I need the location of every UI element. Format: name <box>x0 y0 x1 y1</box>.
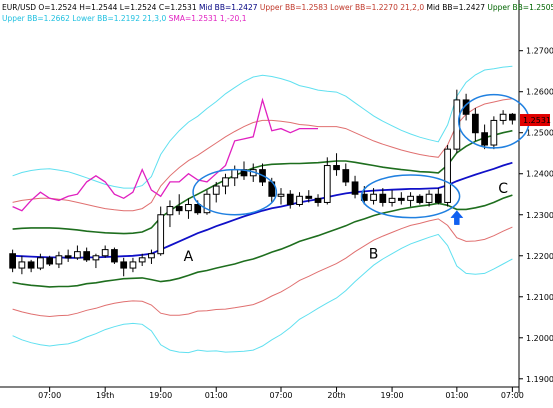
annotation-label: C <box>498 181 508 197</box>
header-line-1-item: 21,2,0 <box>398 3 424 12</box>
candle-body <box>286 193 294 206</box>
candle-body <box>194 204 202 214</box>
candle-body <box>148 253 155 259</box>
annotation-label: B <box>369 247 379 263</box>
candle-body <box>388 197 396 203</box>
candle-body <box>37 257 44 269</box>
candle-body <box>425 193 433 203</box>
header-line-2-item: 21,3,0 <box>140 14 166 23</box>
candle-body <box>101 249 109 257</box>
header-line-1-item: EUR/USD O=1.2524 H=1.2544 L=1.2524 C=1.2… <box>2 3 197 12</box>
candle-body <box>351 181 359 195</box>
annotation-circle <box>192 168 278 216</box>
candle-body <box>444 148 451 203</box>
y-tick-label: 1.2600 <box>526 88 553 97</box>
y-tick-label: 1.2400 <box>526 170 553 179</box>
last-price-marker <box>520 114 550 127</box>
candle-body <box>471 113 479 134</box>
candle-body <box>333 165 340 171</box>
x-tick-label: 20th <box>327 391 345 400</box>
candle-body <box>277 193 285 197</box>
candle-body <box>416 195 424 203</box>
candle-body <box>175 206 183 212</box>
header-line-1-item: Mid BB=1.2427 <box>424 3 485 12</box>
x-tick-label: 07:00 <box>269 391 292 400</box>
candle-body <box>166 206 174 216</box>
header-line-2: Upper BB=1.2662 Lower BB=1.2192 21,3,0 S… <box>2 14 247 23</box>
x-tick-label: 07:00 <box>38 391 61 400</box>
header-line-1-item: Mid BB=1.2427 <box>197 3 258 12</box>
candle-body <box>296 195 303 206</box>
candle-body <box>138 257 146 263</box>
bb3-line-upper <box>12 65 513 189</box>
y-tick-label: 1.2300 <box>526 211 553 220</box>
candle-body <box>379 193 387 203</box>
candle-body <box>83 251 91 261</box>
y-tick-label: 1.2500 <box>526 129 553 138</box>
candle-body <box>55 255 63 265</box>
header-line-1-item: Lower BB=1.2270 <box>328 3 398 12</box>
bb2-line-lower <box>12 218 513 318</box>
y-tick-label: 1.2200 <box>526 252 553 261</box>
candle-body <box>434 193 442 203</box>
candle-body <box>185 204 192 212</box>
candle-body <box>18 261 26 269</box>
candle-body <box>323 165 331 203</box>
candle-body <box>27 261 35 269</box>
header-line-2-item: SMA=1.2531 <box>166 14 218 23</box>
candle-body <box>305 195 313 199</box>
bb2-line-upper <box>12 98 513 212</box>
candle-body <box>203 193 211 214</box>
header-line-2-item: Lower BB=1.2192 <box>70 14 140 23</box>
last-price-label: 1.2531 <box>523 116 551 125</box>
candle-body <box>46 257 54 265</box>
header-line-2-item: Upper BB=1.2662 <box>2 14 70 23</box>
candle-body <box>314 197 322 203</box>
candle-body <box>509 113 516 121</box>
y-tick-label: 1.2100 <box>526 293 553 302</box>
candle-body <box>157 214 165 255</box>
sma-line <box>12 97 318 212</box>
x-tick-label: 01:00 <box>445 391 468 400</box>
y-tick-label: 1.1900 <box>526 375 553 384</box>
header-line-2-item: 1,-20,1 <box>218 14 247 23</box>
x-tick-label: 19th <box>96 391 114 400</box>
annotation-circle <box>360 174 461 219</box>
candle-body <box>92 255 100 261</box>
x-tick-label: 07:00 <box>501 391 524 400</box>
candle-body <box>9 253 16 269</box>
candle-body <box>453 99 461 150</box>
candle-body <box>370 193 377 201</box>
candle-body <box>407 195 414 201</box>
bb3-line-lower <box>12 233 513 354</box>
annotation-label: A <box>184 249 194 265</box>
candle-body <box>111 249 118 263</box>
candle-body <box>212 185 220 195</box>
candle-body <box>222 177 229 187</box>
candle-body <box>120 261 128 269</box>
header-line-1: EUR/USD O=1.2524 H=1.2544 L=1.2524 C=1.2… <box>2 3 553 12</box>
candle-body <box>231 169 239 179</box>
x-tick-label: 01:00 <box>205 391 228 400</box>
candle-body <box>499 113 507 121</box>
y-tick-label: 1.2700 <box>526 47 553 56</box>
candle-body <box>129 261 137 269</box>
candle-body <box>481 132 488 146</box>
header-line-1-item: Upper BB=1.2505 <box>485 3 553 12</box>
up-arrow-icon <box>450 210 464 225</box>
x-tick-label: 19:00 <box>149 391 172 400</box>
candle-body <box>64 255 72 259</box>
x-tick-label: 19:00 <box>381 391 404 400</box>
candle-body <box>397 197 405 201</box>
candle-body <box>342 169 350 183</box>
header-line-1-item: Upper BB=1.2583 <box>258 3 329 12</box>
y-tick-label: 1.2000 <box>526 334 553 343</box>
candle-body <box>74 251 81 259</box>
candle-body <box>490 119 498 146</box>
